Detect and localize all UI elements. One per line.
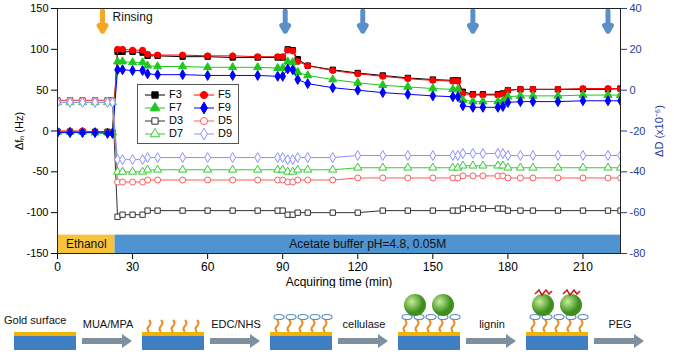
svg-text:-100: -100: [26, 206, 48, 218]
svg-text:-40: -40: [630, 165, 646, 177]
svg-text:cellulase: cellulase: [343, 318, 386, 330]
svg-text:60: 60: [201, 260, 215, 274]
svg-text:MUA/MPA: MUA/MPA: [83, 318, 134, 330]
svg-text:40: 40: [630, 2, 642, 14]
html-text:D3: D3: [169, 114, 184, 126]
svg-text:-50: -50: [33, 165, 49, 177]
svg-text:Ethanol: Ethanol: [66, 237, 107, 251]
svg-text:30: 30: [126, 260, 140, 274]
svg-text:-20: -20: [630, 125, 646, 137]
svg-text:100: 100: [30, 43, 48, 55]
html-text:D9: D9: [218, 127, 233, 139]
svg-text:90: 90: [276, 260, 290, 274]
svg-text:-150: -150: [26, 247, 48, 259]
svg-text:Acquiring time (min): Acquiring time (min): [286, 275, 393, 289]
svg-text:ΔD (x10⁻⁶): ΔD (x10⁻⁶): [653, 105, 665, 157]
svg-text:150: 150: [30, 2, 48, 14]
svg-text:0: 0: [630, 84, 636, 96]
svg-text:Rinsing: Rinsing: [113, 10, 153, 24]
svg-text:lignin: lignin: [479, 318, 505, 330]
svg-text:0: 0: [42, 125, 48, 137]
svg-text:150: 150: [423, 260, 443, 274]
svg-text:Acetate buffer pH=4.8, 0.05M: Acetate buffer pH=4.8, 0.05M: [289, 237, 446, 251]
html-text:F5: F5: [218, 88, 231, 100]
svg-text:20: 20: [630, 43, 642, 55]
svg-text:Gold surface: Gold surface: [4, 314, 66, 326]
html-text:F7: F7: [169, 101, 182, 113]
svg-text:EDC/NHS: EDC/NHS: [211, 318, 261, 330]
html-text:F9: F9: [218, 101, 231, 113]
svg-text:180: 180: [498, 260, 518, 274]
svg-text:PEG: PEG: [608, 318, 631, 330]
html-text:D7: D7: [169, 127, 184, 139]
html-text:D5: D5: [218, 114, 233, 126]
html-text:F3: F3: [169, 88, 182, 100]
svg-text:120: 120: [348, 260, 368, 274]
svg-text:-80: -80: [630, 247, 646, 259]
svg-text:0: 0: [54, 260, 61, 274]
svg-text:-60: -60: [630, 206, 646, 218]
svg-text:50: 50: [36, 84, 48, 96]
svg-text:Δfₙ (Hz): Δfₙ (Hz): [13, 112, 25, 150]
svg-text:210: 210: [573, 260, 593, 274]
